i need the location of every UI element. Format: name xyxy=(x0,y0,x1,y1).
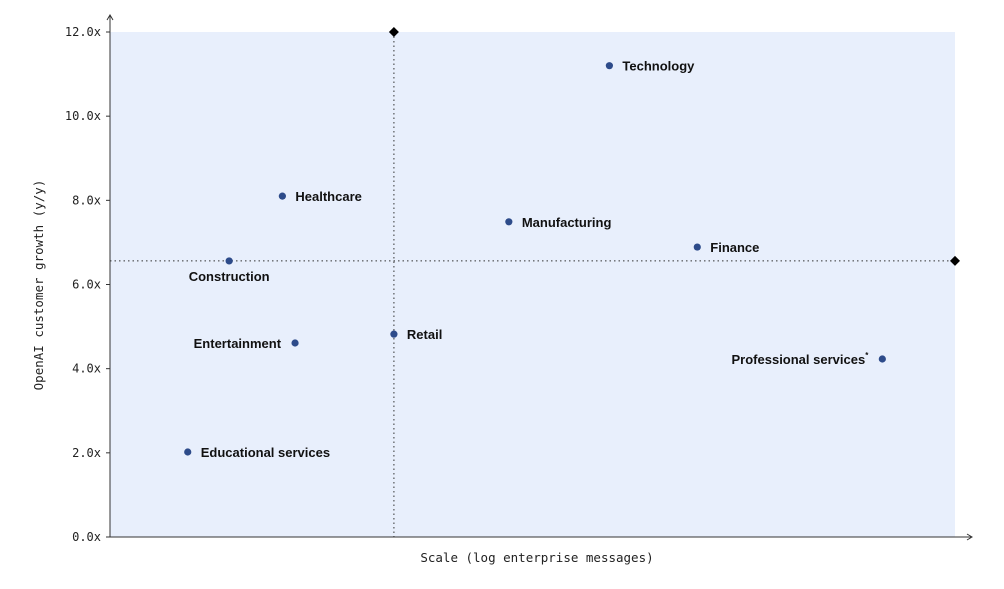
data-point-label: Finance xyxy=(710,240,759,255)
y-axis-arrow-icon xyxy=(106,14,114,21)
data-point xyxy=(278,192,286,200)
diamond-marker-top xyxy=(388,27,399,37)
y-tick-label: 4.0x xyxy=(72,362,101,376)
data-point xyxy=(505,218,513,226)
data-point xyxy=(291,339,299,347)
y-tick-label: 10.0x xyxy=(65,109,101,123)
diamond-marker-right xyxy=(950,255,960,266)
data-point xyxy=(693,243,701,251)
data-point xyxy=(390,330,398,338)
x-axis-arrow-icon xyxy=(966,533,973,541)
data-point xyxy=(225,257,233,265)
y-axis-label: OpenAI customer growth (y/y) xyxy=(31,180,46,391)
data-point-label: Manufacturing xyxy=(522,215,612,230)
data-point-label: Construction xyxy=(189,269,270,284)
data-point-label: Entertainment xyxy=(194,336,282,351)
y-tick-label: 0.0x xyxy=(72,530,101,544)
data-point-label: Healthcare xyxy=(295,189,361,204)
data-point-label: Technology xyxy=(622,59,695,74)
data-point xyxy=(184,448,192,456)
y-tick-label: 6.0x xyxy=(72,278,101,292)
data-point xyxy=(605,62,613,70)
data-point-label: Educational services xyxy=(201,445,330,460)
x-axis-label: Scale (log enterprise messages) xyxy=(420,550,653,565)
y-tick-label: 2.0x xyxy=(72,446,101,460)
y-tick-label: 12.0x xyxy=(65,25,101,39)
y-tick-label: 8.0x xyxy=(72,193,101,207)
data-point-label: Retail xyxy=(407,327,442,342)
data-point xyxy=(878,355,886,363)
data-point-label: Professional services* xyxy=(732,351,870,367)
plot-background xyxy=(110,32,955,537)
